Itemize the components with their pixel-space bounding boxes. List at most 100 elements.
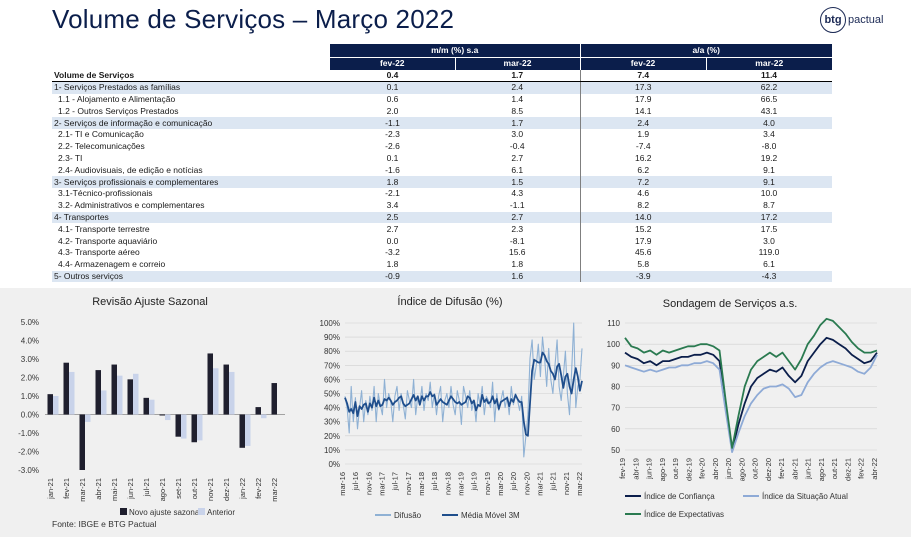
- row-value: 10.0: [760, 188, 778, 199]
- row-label: 4.1- Transporte terrestre: [58, 223, 150, 234]
- row-label: 5- Outros serviços: [52, 270, 330, 283]
- row-value: 11.4: [706, 70, 832, 83]
- x-tick-label: jul-19: [470, 472, 479, 491]
- bar-novo: [159, 414, 165, 416]
- table-row: 4.1- Transporte terrestre 2.7 2.3 15.2 17.5: [52, 223, 832, 236]
- y-tick-label: -2.0%: [18, 448, 39, 457]
- y-tick-label: 3.0%: [21, 355, 39, 364]
- x-tick-label: fev-22: [254, 478, 263, 499]
- x-tick-label: nov-21: [206, 478, 215, 501]
- x-tick-label: jan-22: [238, 478, 247, 500]
- bar-novo: [143, 397, 149, 415]
- chart-title-sondagem: Sondagem de Serviços a.s.: [662, 298, 798, 310]
- row-value: 2.4: [579, 117, 706, 129]
- bar-anterior: [261, 414, 267, 419]
- row-value: -1.1: [509, 200, 525, 211]
- table-row: Volume de Serviços 0.4 1.7 7.4 11.4: [52, 70, 832, 83]
- row-value: 3.4: [763, 129, 775, 140]
- x-tick-label: mar-21: [78, 478, 87, 502]
- row-value: 1.8: [386, 259, 399, 270]
- period-header: mar-22: [454, 56, 580, 70]
- legend-label: Novo ajuste sazonal: [129, 508, 201, 517]
- y-tick-label: 100: [607, 340, 621, 349]
- bar-novo: [255, 407, 261, 415]
- x-tick-label: mar-19: [457, 472, 466, 496]
- table-row: 3.2- Administrativos e complementares 3.4…: [52, 199, 832, 212]
- row-value: 8.2: [579, 199, 706, 212]
- x-tick-label: dez-21: [843, 458, 852, 481]
- bar-anterior: [197, 414, 203, 441]
- row-label: 2.4- Audiovisuais, de edição e notícias: [58, 164, 203, 175]
- row-value: 1.4: [511, 93, 524, 104]
- row-label: 2.2- Telecomunicações: [58, 141, 145, 152]
- row-value: 0.1: [386, 152, 399, 163]
- row-value: 0.0: [386, 235, 399, 246]
- row-label: 1.2 - Outros Serviços Prestados: [58, 105, 179, 116]
- x-tick-label: fev-21: [777, 458, 786, 479]
- x-tick-label: ago-21: [158, 478, 167, 501]
- row-value: 43.1: [760, 105, 778, 116]
- row-value: 2.5: [330, 211, 455, 224]
- row-value: 2.4: [455, 81, 580, 94]
- x-tick-label: mar-21: [536, 472, 545, 496]
- x-tick-label: jun-19: [645, 458, 654, 480]
- x-tick-label: mai-21: [110, 478, 119, 501]
- source-note: Fonte: IBGE e BTG Pactual: [52, 519, 157, 529]
- table-row: 2.4- Audiovisuais, de edição e notícias -…: [52, 164, 832, 177]
- row-label: Volume de Serviços: [52, 70, 330, 83]
- y-tick-label: 4.0%: [21, 337, 39, 346]
- y-tick-label: 70%: [324, 361, 340, 370]
- sondagem-chart: 110 100 90 80 70 60 50 fev-19 abr-19 jun-19 ago-19…: [607, 317, 879, 519]
- row-value: 3.0: [763, 235, 775, 246]
- bar-anterior: [213, 368, 219, 415]
- y-tick-label: 110: [607, 319, 620, 328]
- x-tick-label: fev-19: [618, 458, 627, 479]
- y-tick-label: 2.0%: [21, 374, 39, 383]
- table-row: 1- Serviços Prestados as famílias 0.1 2.4 1…: [52, 81, 832, 94]
- row-value: 1.7: [455, 117, 580, 129]
- bar-novo: [79, 414, 85, 470]
- chart-title-difusao: Índice de Difusão (%): [397, 296, 503, 308]
- table-row: 4- Transportes 2.5 2.7 14.0 17.2: [52, 211, 832, 224]
- row-label: 1.1 - Alojamento e Alimentação: [58, 93, 176, 104]
- x-tick-label: fev-22: [857, 458, 866, 479]
- x-tick-label: jun-21: [804, 458, 813, 480]
- bar-anterior: [133, 373, 139, 415]
- table-row: 1.1 - Alojamento e Alimentação 0.6 1.4 17.9…: [52, 93, 832, 106]
- y-tick-label: 30%: [324, 418, 340, 427]
- row-value: 9.1: [706, 176, 832, 188]
- table-row: 3.1-Técnico-profissionais -2.1 4.3 4.6 10.0: [52, 187, 832, 200]
- row-value: 16.2: [579, 152, 706, 165]
- row-value: 8.7: [763, 200, 775, 211]
- row-value: 9.1: [763, 164, 775, 175]
- row-value: -3.2: [385, 247, 400, 258]
- x-tick-label: nov-16: [364, 472, 373, 495]
- bar-anterior: [117, 375, 123, 415]
- row-value: 1.6: [455, 270, 580, 283]
- bar-anterior: [181, 414, 187, 439]
- legend-label: Difusão: [394, 511, 422, 520]
- table-row: 4.3- Transporte aéreo -3.2 15.6 45.6 119.0: [52, 246, 832, 259]
- x-tick-label: dez-21: [222, 478, 231, 501]
- row-value: 1.7: [455, 70, 580, 83]
- row-value: 2.7: [455, 211, 580, 224]
- x-tick-label: out-19: [671, 458, 680, 479]
- bar-novo: [207, 353, 213, 415]
- y-tick-label: 90: [611, 361, 620, 370]
- x-tick-label: nov-18: [443, 472, 452, 495]
- row-value: 4.6: [579, 187, 706, 200]
- period-header: fev-22: [330, 56, 455, 70]
- x-tick-label: out-21: [830, 458, 839, 479]
- bar-novo: [127, 379, 133, 415]
- row-label: 3- Serviços profissionais e complementar…: [52, 176, 330, 188]
- table-row: 2- Serviços de informação e comunicação -…: [52, 117, 832, 129]
- x-tick-label: ago-19: [658, 458, 667, 481]
- row-value: -0.9: [330, 270, 455, 283]
- row-value: -2.1: [385, 188, 400, 199]
- y-tick-label: 60: [611, 425, 620, 434]
- bar-novo: [223, 364, 229, 415]
- bar-anterior: [149, 399, 155, 415]
- bar-novo: [63, 362, 69, 415]
- x-tick-label: jun-21: [126, 478, 135, 500]
- row-value: 0.1: [330, 81, 455, 94]
